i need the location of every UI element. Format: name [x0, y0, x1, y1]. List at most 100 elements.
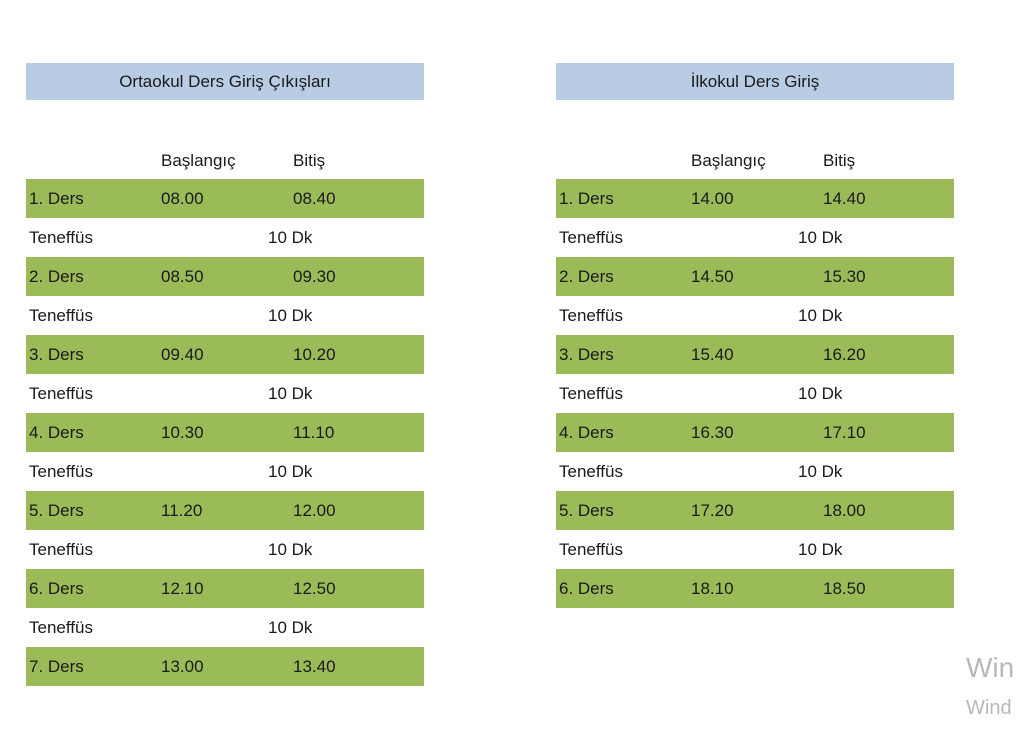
lesson-row: 1. Ders 14.00 14.40	[556, 179, 954, 218]
break-label: Teneffüs	[29, 227, 93, 247]
start-time: 08.50	[161, 266, 204, 286]
end-time: 11.10	[293, 422, 335, 442]
lesson-label: 4. Ders	[559, 422, 614, 442]
activation-watermark-line2: Wind	[966, 697, 1012, 719]
break-row: Teneffüs 10 Dk	[556, 452, 954, 491]
header-start: Başlangıç	[161, 150, 236, 170]
lesson-label: 3. Ders	[559, 344, 614, 364]
table-rows: 1. Ders 14.00 14.40 Teneffüs 10 Dk 2. Ders 14.…	[556, 179, 954, 608]
lesson-label: 5. Ders	[559, 500, 614, 520]
break-label: Teneffüs	[559, 227, 623, 247]
end-time: 18.00	[823, 500, 866, 520]
lesson-row: 2. Ders 14.50 15.30	[556, 257, 954, 296]
break-duration: 10 Dk	[798, 227, 843, 247]
lesson-row: 3. Ders 09.40 10.20	[26, 335, 424, 374]
end-time: 08.40	[293, 188, 336, 208]
lesson-label: 6. Ders	[29, 578, 84, 598]
lesson-row: 2. Ders 08.50 09.30	[26, 257, 424, 296]
start-time: 18.10	[691, 578, 734, 598]
lesson-row: 5. Ders 11.20 12.00	[26, 491, 424, 530]
start-time: 15.40	[691, 344, 734, 364]
start-time: 10.30	[161, 422, 204, 442]
lesson-label: 5. Ders	[29, 500, 84, 520]
start-time: 12.10	[161, 578, 204, 598]
break-row: Teneffüs 10 Dk	[26, 608, 424, 647]
break-duration: 10 Dk	[268, 383, 313, 403]
table-title-bar: İlkokul Ders Giriş	[556, 63, 954, 100]
lesson-row: 1. Ders 08.00 08.40	[26, 179, 424, 218]
break-duration: 10 Dk	[798, 305, 843, 325]
break-label: Teneffüs	[29, 461, 93, 481]
lesson-row: 7. Ders 13.00 13.40	[26, 647, 424, 686]
break-label: Teneffüs	[559, 305, 623, 325]
break-row: Teneffüs 10 Dk	[26, 530, 424, 569]
break-label: Teneffüs	[29, 305, 93, 325]
break-label: Teneffüs	[29, 539, 93, 559]
primary-school-schedule-table: İlkokul Ders Giriş Başlangıç Bitiş 1. De…	[556, 63, 954, 608]
break-duration: 10 Dk	[268, 461, 313, 481]
start-time: 11.20	[161, 500, 203, 520]
header-end: Bitiş	[823, 150, 856, 170]
start-time: 14.00	[691, 188, 734, 208]
break-duration: 10 Dk	[268, 539, 313, 559]
break-duration: 10 Dk	[268, 617, 313, 637]
break-label: Teneffüs	[559, 539, 623, 559]
break-duration: 10 Dk	[798, 539, 843, 559]
end-time: 12.00	[293, 500, 336, 520]
middle-school-schedule-table: Ortaokul Ders Giriş Çıkışları Başlangıç …	[26, 63, 424, 686]
table-title: Ortaokul Ders Giriş Çıkışları	[119, 71, 331, 91]
end-time: 16.20	[823, 344, 866, 364]
start-time: 14.50	[691, 266, 734, 286]
lesson-row: 3. Ders 15.40 16.20	[556, 335, 954, 374]
lesson-label: 3. Ders	[29, 344, 84, 364]
end-time: 17.10	[823, 422, 866, 442]
break-label: Teneffüs	[29, 383, 93, 403]
end-time: 14.40	[823, 188, 866, 208]
end-time: 15.30	[823, 266, 866, 286]
header-start: Başlangıç	[691, 150, 766, 170]
break-row: Teneffüs 10 Dk	[556, 530, 954, 569]
lesson-label: 2. Ders	[29, 266, 84, 286]
lesson-row: 4. Ders 10.30 11.10	[26, 413, 424, 452]
lesson-row: 6. Ders 12.10 12.50	[26, 569, 424, 608]
break-row: Teneffüs 10 Dk	[556, 218, 954, 257]
table-title-bar: Ortaokul Ders Giriş Çıkışları	[26, 63, 424, 100]
lesson-label: 2. Ders	[559, 266, 614, 286]
lesson-label: 4. Ders	[29, 422, 84, 442]
break-duration: 10 Dk	[268, 305, 313, 325]
break-row: Teneffüs 10 Dk	[26, 296, 424, 335]
lesson-row: 6. Ders 18.10 18.50	[556, 569, 954, 608]
lesson-label: 7. Ders	[29, 656, 84, 676]
lesson-label: 1. Ders	[559, 188, 614, 208]
activation-watermark-line1: Win	[966, 652, 1015, 683]
start-time: 13.00	[161, 656, 204, 676]
lesson-label: 6. Ders	[559, 578, 614, 598]
table-header-row: Başlangıç Bitiş	[26, 142, 424, 179]
break-row: Teneffüs 10 Dk	[26, 218, 424, 257]
lesson-row: 4. Ders 16.30 17.10	[556, 413, 954, 452]
break-row: Teneffüs 10 Dk	[556, 374, 954, 413]
start-time: 09.40	[161, 344, 204, 364]
break-label: Teneffüs	[559, 461, 623, 481]
end-time: 18.50	[823, 578, 866, 598]
end-time: 13.40	[293, 656, 336, 676]
start-time: 08.00	[161, 188, 204, 208]
end-time: 10.20	[293, 344, 336, 364]
lesson-label: 1. Ders	[29, 188, 84, 208]
break-row: Teneffüs 10 Dk	[26, 452, 424, 491]
break-duration: 10 Dk	[798, 383, 843, 403]
break-label: Teneffüs	[559, 383, 623, 403]
lesson-row: 5. Ders 17.20 18.00	[556, 491, 954, 530]
header-end: Bitiş	[293, 150, 326, 170]
end-time: 12.50	[293, 578, 336, 598]
break-label: Teneffüs	[29, 617, 93, 637]
table-title: İlkokul Ders Giriş	[690, 71, 820, 91]
break-duration: 10 Dk	[798, 461, 843, 481]
break-row: Teneffüs 10 Dk	[26, 374, 424, 413]
break-row: Teneffüs 10 Dk	[556, 296, 954, 335]
end-time: 09.30	[293, 266, 336, 286]
table-rows: 1. Ders 08.00 08.40 Teneffüs 10 Dk 2. Ders 08.…	[26, 179, 424, 686]
start-time: 16.30	[691, 422, 734, 442]
break-duration: 10 Dk	[268, 227, 313, 247]
table-header-row: Başlangıç Bitiş	[556, 142, 954, 179]
